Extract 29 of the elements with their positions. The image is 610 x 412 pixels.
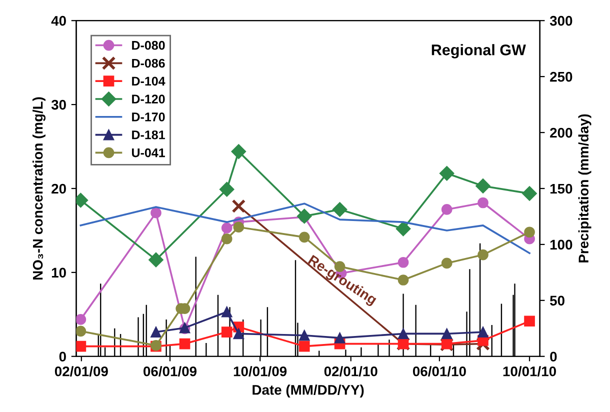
legend-label: D-120: [132, 94, 165, 104]
y-tick-label: 10: [52, 268, 66, 278]
y-tick-label: 20: [52, 184, 66, 194]
legend-label: D-170: [132, 112, 165, 122]
y-tick-label: 30: [51, 100, 66, 110]
legend-label: D-080: [132, 40, 165, 50]
x-tick-label: 02/01/09: [54, 366, 108, 376]
legend-label: D-086: [132, 58, 165, 68]
legend-label: D-181: [132, 130, 165, 140]
y2-tick-label: 250: [550, 72, 572, 82]
x-tick-label: 02/01/10: [324, 366, 378, 376]
x-axis-title: Date (MM/DD/YY): [252, 384, 364, 398]
y2-tick-label: 300: [550, 16, 572, 26]
y-tick-label: 40: [51, 16, 66, 26]
y-tick-label: 0: [59, 352, 66, 362]
y2-tick-label: 100: [550, 240, 572, 250]
legend-label: D-104: [132, 76, 166, 86]
legend-label: U-041: [132, 148, 165, 158]
y2-axis-title: Precipitation (mm/day): [578, 114, 592, 262]
y2-tick-label: 0: [550, 352, 557, 362]
y-axis-title: NO₃-N concentration (mg/L): [32, 97, 46, 280]
x-tick-label: 06/01/09: [144, 366, 197, 376]
y2-tick-label: 150: [550, 184, 572, 194]
x-tick-label: 10/01/09: [234, 366, 287, 376]
x-tick-label: 06/01/10: [412, 366, 466, 376]
annotation: Regional GW: [432, 44, 526, 58]
y2-tick-label: 200: [550, 128, 572, 138]
x-tick-label: 10/01/10: [503, 366, 556, 376]
y2-tick-label: 50: [550, 296, 564, 306]
